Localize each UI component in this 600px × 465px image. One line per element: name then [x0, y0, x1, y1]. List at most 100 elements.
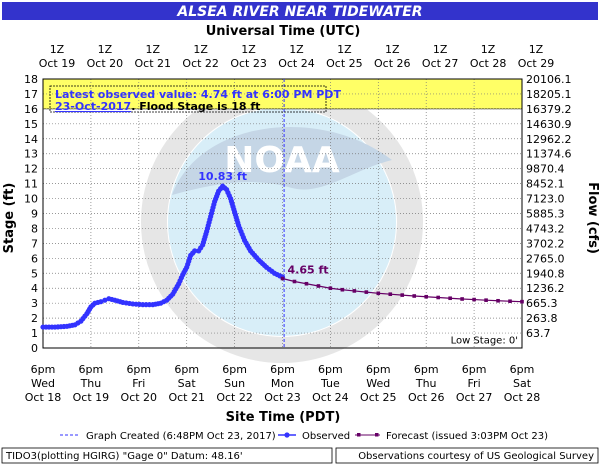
forecast-marker: [472, 297, 476, 302]
y-right-tick-label: 1236.2: [526, 282, 565, 295]
legend: Graph Created (6:48PM Oct 23, 2017) Obse…: [60, 431, 548, 442]
y-right-tick-label: 18205.1: [526, 88, 572, 101]
x-tick-date: Oct 28: [504, 391, 541, 404]
x-tick-day: Wed: [366, 377, 390, 390]
forecast-marker: [508, 299, 512, 304]
x-tick-date: Oct 24: [312, 391, 349, 404]
y-tick-label: 7: [31, 237, 38, 250]
top-tick-date: Oct 23: [230, 57, 267, 70]
observed-series: [40, 183, 286, 330]
x-tick-day: Mon: [271, 377, 294, 390]
top-tick-date: Oct 19: [39, 57, 76, 70]
x-tick-date: Oct 18: [25, 391, 62, 404]
top-tick-time: 1Z: [433, 43, 448, 56]
legend-forecast-label: Forecast (issued 3:03PM Oct 23): [386, 431, 548, 442]
y-tick-label: 2: [31, 312, 38, 325]
x-tick-date: Oct 27: [456, 391, 493, 404]
latest-observed-line2: 23-Oct-2017. Flood Stage is 18 ft: [55, 100, 260, 113]
top-tick-date: Oct 28: [470, 57, 507, 70]
title-bar: [2, 2, 598, 20]
x-tick-time: 6pm: [126, 363, 151, 376]
x-tick-date: Oct 22: [216, 391, 253, 404]
forecast-marker: [496, 298, 500, 303]
footer-credit-text: Observations courtesy of US Geological S…: [358, 451, 594, 462]
legend-graph-created-label: Graph Created (6:48PM Oct 23, 2017): [86, 431, 276, 442]
y-right-tick-label: 8452.1: [526, 178, 565, 191]
x-tick-day: Fri: [468, 377, 481, 390]
forecast-marker: [292, 279, 297, 284]
y-right-tick-label: 5885.3: [526, 208, 565, 221]
x-tick-day: Sat: [513, 377, 532, 390]
x-tick-date: Oct 26: [408, 391, 445, 404]
noaa-logo-bird: [172, 126, 392, 195]
top-tick-time: 1Z: [529, 43, 544, 56]
forecast-marker: [436, 295, 440, 300]
forecast-marker: [316, 284, 321, 288]
x-tick-time: 6pm: [174, 363, 199, 376]
y-tick-label: 13: [24, 148, 38, 161]
y-right-tick-label: 11374.6: [526, 148, 572, 161]
forecast-marker: [520, 299, 524, 304]
x-tick-day: Fri: [132, 377, 145, 390]
forecast-marker: [328, 286, 333, 291]
x-tick-time: 6pm: [318, 363, 343, 376]
x-tick-date: Oct 19: [73, 391, 110, 404]
x-tick-day: Tue: [320, 377, 340, 390]
y-right-tick-label: 20106.1: [526, 73, 572, 86]
x-tick-time: 6pm: [79, 363, 104, 376]
latest-observed-date: 23-Oct-2017: [55, 100, 131, 113]
x-tick-date: Oct 25: [360, 391, 397, 404]
y-right-tick-label: 2765.0: [526, 252, 565, 265]
x-tick-date: Oct 23: [264, 391, 301, 404]
y-tick-label: 16: [24, 103, 38, 116]
forecast-start-label: 4.65 ft: [288, 264, 329, 277]
top-tick-date: Oct 27: [422, 57, 459, 70]
y-tick-label: 6: [31, 252, 38, 265]
forecast-series: [280, 276, 524, 304]
x-tick-time: 6pm: [414, 363, 439, 376]
y-tick-label: 3: [31, 297, 38, 310]
footer-right-box: [335, 447, 599, 464]
top-tick-time: 1Z: [98, 43, 113, 56]
legend-observed-marker: [284, 432, 290, 438]
forecast-marker: [412, 294, 417, 298]
x-tick-time: 6pm: [366, 363, 391, 376]
y-right-tick-label: 1940.8: [526, 267, 565, 280]
y-tick-label: 4: [31, 282, 38, 295]
latest-observed-flood-text: . Flood Stage is 18 ft: [131, 100, 260, 113]
y-right-tick-label: 63.7: [526, 327, 551, 340]
observed-marker: [192, 248, 198, 254]
legend-observed-label: Observed: [302, 431, 350, 442]
top-tick-time: 1Z: [481, 43, 496, 56]
forecast-marker: [484, 298, 488, 302]
x-tick-day: Thu: [415, 377, 437, 390]
top-tick-date: Oct 25: [326, 57, 363, 70]
forecast-marker: [460, 297, 464, 301]
y-tick-label: 15: [24, 118, 38, 131]
latest-observed-box: [49, 85, 327, 113]
observed-marker: [102, 297, 108, 303]
low-stage-label: Low Stage: 0': [451, 336, 518, 347]
y-right-tick-label: 3702.2: [526, 237, 565, 250]
plot-border: [42, 78, 523, 349]
forecast-marker: [388, 292, 393, 296]
top-tick-date: Oct 21: [135, 57, 172, 70]
top-tick-date: Oct 20: [87, 57, 124, 70]
y-tick-label: 1: [31, 327, 38, 340]
x-tick-day: Sun: [224, 377, 245, 390]
forecast-marker: [340, 287, 345, 292]
y-right-tick-label: 12962.2: [526, 133, 572, 146]
top-tick-date: Oct 26: [374, 57, 411, 70]
legend-forecast-marker-2: [375, 433, 379, 437]
legend-forecast-marker-1: [357, 433, 361, 437]
y-right-tick-label: 263.8: [526, 312, 558, 325]
footer-left-box: [1, 447, 333, 464]
series-layer: [40, 183, 524, 330]
y-right-tick-label: 16379.2: [526, 103, 572, 116]
x-tick-time: 6pm: [462, 363, 487, 376]
forecast-marker: [304, 281, 309, 286]
observed-marker: [98, 299, 104, 305]
noaa-logo-text: NOAA: [224, 140, 340, 181]
